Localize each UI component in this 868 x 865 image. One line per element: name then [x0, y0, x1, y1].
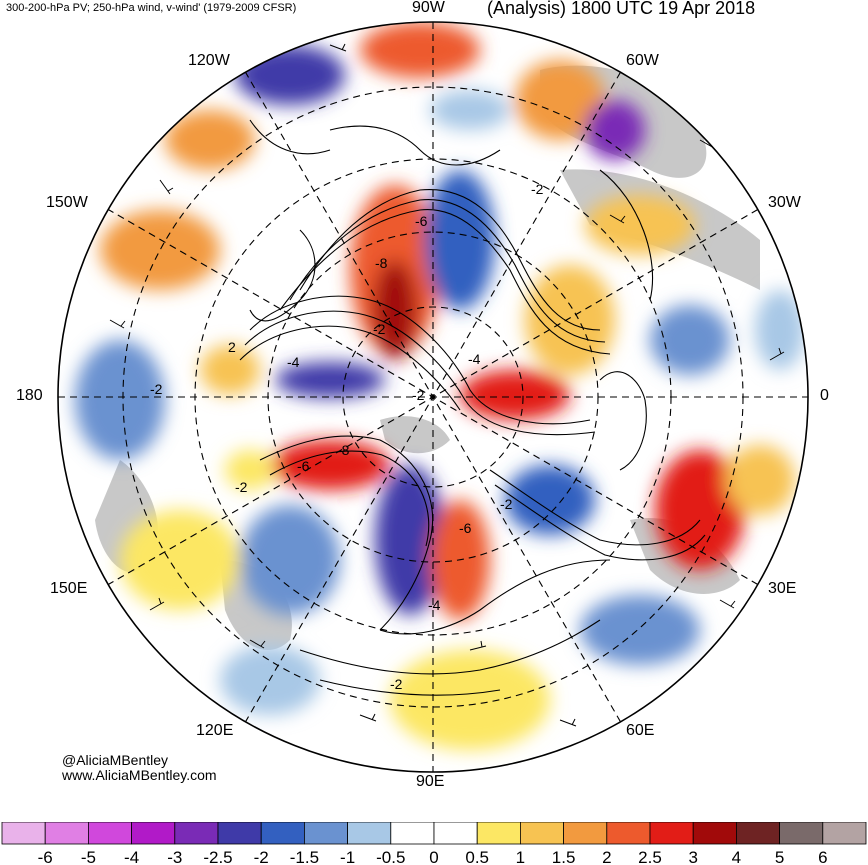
- contour-label: -6: [297, 458, 310, 474]
- colorbar-boxes: [1, 822, 867, 845]
- colorbar-tick-label: -3: [167, 848, 182, 865]
- contour-label: -2: [390, 676, 403, 692]
- colorbar-tick-label: 3: [688, 848, 697, 865]
- colorbar-box: [779, 822, 824, 845]
- colorbar-tick-label: 0.5: [465, 848, 489, 865]
- lon-label-30w: 30W: [768, 194, 801, 211]
- credit-website: www.AliciaMBentley.com: [62, 767, 217, 783]
- contour-label: -8: [375, 255, 388, 271]
- lon-label-30e: 30E: [768, 580, 797, 597]
- colorbar-tick-label: 6: [818, 848, 827, 865]
- colorbar-tick-label: -2: [254, 848, 269, 865]
- lon-label-90w: 90W: [412, 0, 445, 16]
- colorbar-tick-label: -1: [340, 848, 355, 865]
- lon-label-150w: 150W: [46, 194, 88, 211]
- colorbar-box: [822, 822, 867, 845]
- contour-label: -4: [428, 597, 441, 613]
- colorbar-box: [390, 822, 435, 845]
- colorbar-box: [736, 822, 781, 845]
- meridians: [58, 22, 808, 772]
- colorbar-tick-label: 1.5: [552, 848, 576, 865]
- colorbar-tick-label: -4: [124, 848, 139, 865]
- colorbar-tick-label: -2.5: [203, 848, 232, 865]
- wind-barbs: [109, 43, 785, 727]
- colorbar-tick-label: 5: [775, 848, 784, 865]
- contour-label: -4: [468, 351, 481, 367]
- colorbar-box: [433, 822, 478, 845]
- colorbar-box: [347, 822, 392, 845]
- lon-label-60w: 60W: [626, 52, 659, 69]
- credit-handle: @AliciaMBentley: [62, 752, 169, 768]
- contour-label: -4: [287, 354, 300, 370]
- colorbar-tick-label: 0: [429, 848, 438, 865]
- colorbar-box: [692, 822, 737, 845]
- contour-label: -2: [150, 381, 163, 397]
- colorbar-tick-label: -0.5: [376, 848, 405, 865]
- map-title-right: (Analysis) 1800 UTC 19 Apr 2018: [487, 0, 756, 18]
- contour-label: -8: [337, 442, 350, 458]
- lon-label-90e: 90E: [416, 773, 445, 790]
- colorbar-box: [476, 822, 521, 845]
- contour-label: -2: [235, 479, 248, 495]
- pv-contours: [239, 119, 706, 696]
- colorbar-box: [1, 822, 46, 845]
- contour-value-labels: -6 -8 -2 -4 -2 2 -4 -2 -6 -8 -2 -2 -6 -4…: [150, 181, 544, 692]
- lon-label-180: 180: [16, 387, 43, 404]
- colorbar-tick-label: 2: [602, 848, 611, 865]
- lon-label-60e: 60E: [626, 722, 655, 739]
- colorbar-tick-label: -1.5: [290, 848, 319, 865]
- colorbar-box: [563, 822, 608, 845]
- contour-label: -6: [415, 213, 428, 229]
- colorbar-box: [649, 822, 694, 845]
- colorbar-tick-label: 4: [732, 848, 741, 865]
- colorbar-box: [131, 822, 176, 845]
- colorbar: -6 -5 -4 -3 -2.5 -2 -1.5 -1 -0.5 0 0.5 1 1.5 2 2.5 3 4 5 6: [1, 822, 867, 865]
- colorbar-box: [606, 822, 651, 845]
- lon-label-120e: 120E: [196, 722, 234, 739]
- colorbar-box: [303, 822, 348, 845]
- contour-label: -2: [500, 496, 513, 512]
- contour-label: -2: [412, 387, 425, 403]
- contour-label: -2: [373, 321, 386, 337]
- colorbar-tick-label: -6: [38, 848, 53, 865]
- colorbar-tick-label: 2.5: [638, 848, 662, 865]
- colorbar-box: [260, 822, 305, 845]
- polar-map: -6 -8 -2 -4 -2 2 -4 -2 -6 -8 -2 -2 -6 -4…: [57, 21, 809, 773]
- colorbar-box: [520, 822, 565, 845]
- lon-label-0: 0: [820, 387, 829, 404]
- lon-label-120w: 120W: [188, 52, 230, 69]
- colorbar-ticks: -6 -5 -4 -3 -2.5 -2 -1.5 -1 -0.5 0 0.5 1 1.5 2 2.5 3 4 5 6: [38, 848, 828, 865]
- contour-label: 2: [228, 339, 236, 355]
- lon-label-150e: 150E: [50, 580, 88, 597]
- contour-label: -2: [531, 181, 544, 197]
- contour-label: -6: [459, 520, 472, 536]
- map-title-left: 300-200-hPa PV; 250-hPa wind, v-wind' (1…: [6, 2, 297, 14]
- colorbar-box: [174, 822, 219, 845]
- colorbar-tick-label: 1: [516, 848, 525, 865]
- colorbar-box: [88, 822, 133, 845]
- colorbar-box: [217, 822, 262, 845]
- colorbar-box: [44, 822, 89, 845]
- colorbar-tick-label: -5: [81, 848, 96, 865]
- map-boundary: [57, 21, 809, 773]
